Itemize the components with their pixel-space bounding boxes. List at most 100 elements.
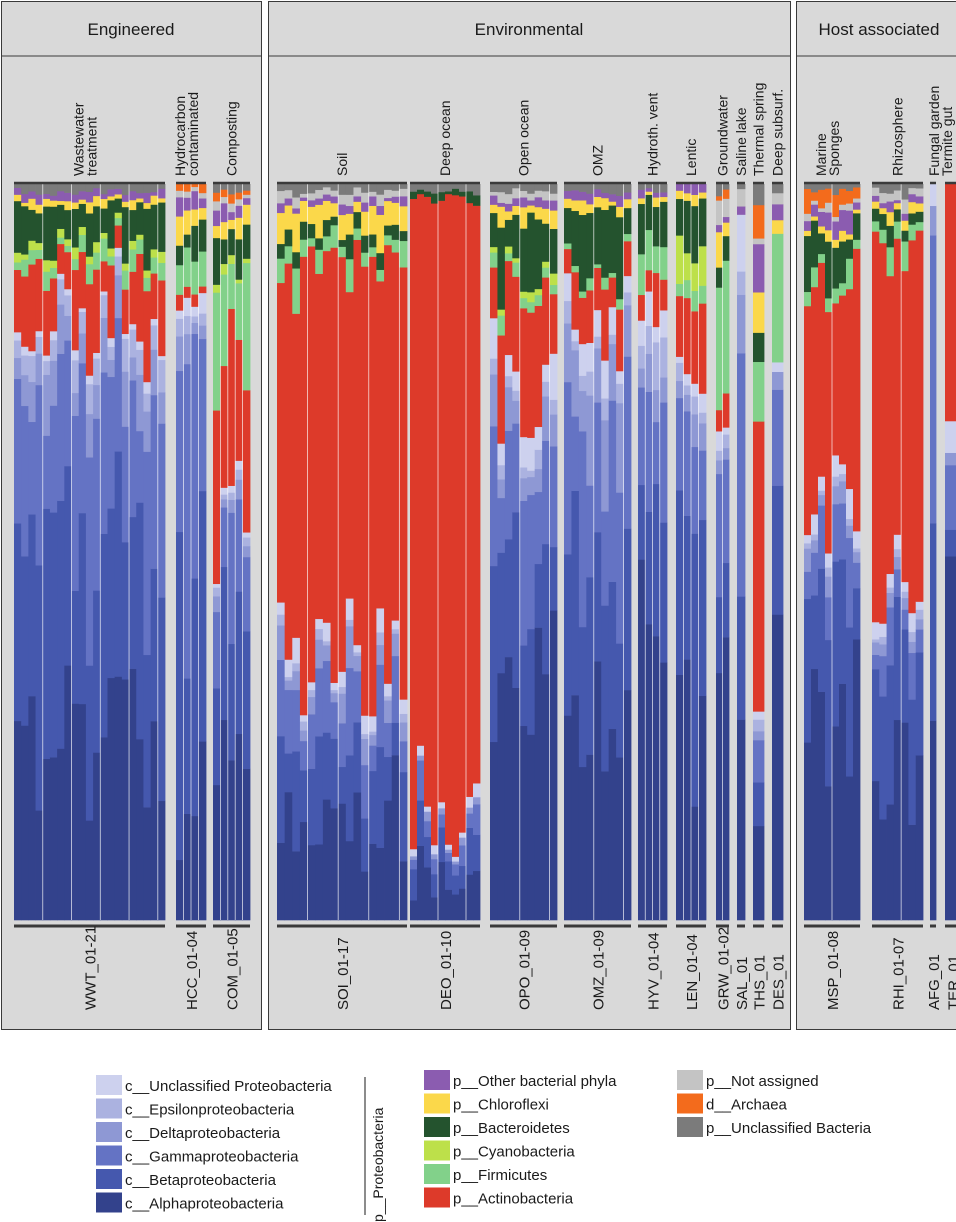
bar-segment-c-alphaproteobacteria — [150, 721, 159, 921]
bar-segment-p-other-bacterial-phyla — [322, 194, 331, 201]
bar-segment-p-actinobacteria — [908, 240, 917, 614]
bar-segment-c-deltaproteobacteria — [345, 626, 354, 669]
bar-segment-p-actinobacteria — [504, 260, 513, 356]
bar-segment-c-unclassified-proteobacteria — [737, 214, 746, 272]
bar-segment-c-betaproteobacteria — [930, 523, 937, 722]
bar-segment-p-bacteroidetes — [601, 209, 610, 278]
sample-bar — [466, 184, 474, 921]
bar-segment-p-not-assigned — [893, 190, 902, 201]
bar-segment-c-alphaproteobacteria — [901, 722, 909, 921]
bar-segment-c-unclassified-proteobacteria — [901, 581, 909, 592]
bar-segment-c-deltaproteobacteria — [14, 357, 22, 380]
bar-segment-p-firmicutes — [608, 272, 617, 278]
bar-segment-c-betaproteobacteria — [578, 626, 587, 768]
legend-label: c__Epsilonproteobacteria — [125, 1102, 295, 1119]
bar-segment-p-not-assigned — [737, 188, 746, 207]
bar-segment-c-epsilonproteobacteria — [42, 360, 51, 375]
bar-segment-c-alphaproteobacteria — [93, 752, 101, 921]
bar-segment-p-bacteroidetes — [129, 209, 137, 241]
bar-segment-p-bacteroidetes — [445, 191, 453, 195]
bar-segment-p-actinobacteria — [107, 265, 116, 339]
panel-title: Environmental — [475, 20, 584, 39]
bar-segment-p-chloroflexi — [893, 202, 902, 210]
bar-segment-p-other-bacterial-phyla — [832, 221, 840, 240]
bar-segment-c-gammaproteobacteria — [466, 813, 474, 828]
bar-segment-c-unclassified-proteobacteria — [818, 476, 826, 491]
bar-segment-c-unclassified-proteobacteria — [753, 711, 765, 720]
bar-segment-c-gammaproteobacteria — [901, 609, 909, 630]
bar-segment-c-unclassified-proteobacteria — [424, 806, 432, 812]
bar-segment-p-other-bacterial-phyla — [623, 192, 632, 200]
bar-segment-p-firmicutes — [497, 315, 506, 336]
bar-segment-p-cyanobacteria — [512, 258, 521, 263]
bar-segment-p-chloroflexi — [368, 205, 377, 235]
bar-segment-d-archaea — [853, 187, 861, 199]
bar-segment-c-epsilonproteobacteria — [872, 639, 880, 643]
bar-segment-c-unclassified-proteobacteria — [78, 308, 87, 312]
bar-segment-p-chloroflexi — [299, 200, 308, 222]
bar-segment-p-actinobacteria — [608, 277, 617, 308]
bar-segment-c-unclassified-proteobacteria — [915, 601, 924, 610]
sample-bar — [431, 184, 439, 921]
bar-segment-p-actinobacteria — [307, 246, 316, 683]
bar-segment-p-unclassified-bacteria — [35, 184, 44, 195]
bar-segment-c-alphaproteobacteria — [519, 725, 528, 921]
sample-bar — [459, 184, 467, 921]
bar-segment-c-gammaproteobacteria — [564, 381, 572, 555]
bar-segment-p-other-bacterial-phyla — [825, 212, 833, 231]
bar-segment-p-chloroflexi — [71, 202, 80, 209]
bar-segment-c-deltaproteobacteria — [64, 315, 72, 341]
group-label: Rhizosphere — [890, 97, 906, 176]
bar-segment-c-betaproteobacteria — [242, 631, 251, 769]
bar-segment-p-unclassified-bacteria — [901, 184, 909, 200]
bar-segment-c-gammaproteobacteria — [832, 504, 840, 562]
bar-segment-c-epsilonproteobacteria — [143, 393, 152, 412]
bar-segment-c-epsilonproteobacteria — [227, 492, 236, 500]
legend-swatch — [96, 1145, 122, 1166]
bar-segment-c-deltaproteobacteria — [35, 353, 44, 386]
bar-segment-p-other-bacterial-phyla — [893, 199, 902, 204]
bar-segment-p-chloroflexi — [330, 203, 339, 217]
sample-bar — [424, 184, 432, 921]
bar-segment-p-other-bacterial-phyla — [638, 189, 646, 199]
bar-segment-p-cyanobacteria — [527, 292, 536, 303]
bar-segment-p-unclassified-bacteria — [832, 184, 840, 196]
bar-segment-p-actinobacteria — [14, 269, 22, 333]
bar-segment-c-alphaproteobacteria — [753, 825, 765, 921]
bar-segment-p-cyanobacteria — [49, 260, 58, 268]
bar-segment-p-chloroflexi — [534, 206, 543, 220]
sample-bar — [586, 184, 595, 921]
bar-segment-p-firmicutes — [886, 247, 895, 277]
bar-segment-c-betaproteobacteria — [391, 722, 400, 756]
bar-segment-p-bacteroidetes — [284, 229, 293, 247]
bar-segment-p-unclassified-bacteria — [879, 184, 887, 194]
bar-segment-c-epsilonproteobacteria — [330, 689, 339, 694]
bar-segment-p-other-bacterial-phyla — [490, 195, 498, 205]
bar-segment-p-bacteroidetes — [886, 225, 895, 248]
bar-segment-p-cyanobacteria — [64, 239, 72, 246]
bar-segment-p-not-assigned — [915, 188, 924, 197]
proteobacteria-bracket-label: p__Proteobacteria — [370, 1107, 386, 1222]
sample-bar — [176, 184, 184, 921]
bar-segment-c-betaproteobacteria — [504, 539, 513, 658]
bar-segment-p-chloroflexi — [659, 196, 668, 202]
bar-segment-p-bacteroidetes — [825, 241, 833, 299]
bar-segment-p-chloroflexi — [64, 201, 72, 211]
bar-segment-p-firmicutes — [564, 243, 572, 250]
sample-code-label: DES_01 — [771, 954, 788, 1010]
bar-segment-p-firmicutes — [645, 229, 653, 271]
bar-segment-c-unclassified-proteobacteria — [93, 352, 101, 359]
bar-segment-p-firmicutes — [353, 228, 362, 240]
bar-segment-c-deltaproteobacteria — [601, 420, 610, 512]
bar-segment-c-unclassified-proteobacteria — [608, 306, 617, 335]
bar-segment-c-epsilonproteobacteria — [853, 548, 861, 553]
bar-segment-c-gammaproteobacteria — [227, 512, 236, 645]
bar-segment-p-firmicutes — [299, 239, 308, 257]
bar-segment-c-unclassified-proteobacteria — [353, 644, 362, 653]
bar-segment-c-gammaproteobacteria — [410, 859, 418, 870]
bar-segment-p-chloroflexi — [21, 202, 29, 207]
bar-segment-c-gammaproteobacteria — [886, 607, 895, 666]
group-label-line: contaminated — [185, 92, 201, 176]
bar-segment-p-chloroflexi — [220, 221, 229, 240]
